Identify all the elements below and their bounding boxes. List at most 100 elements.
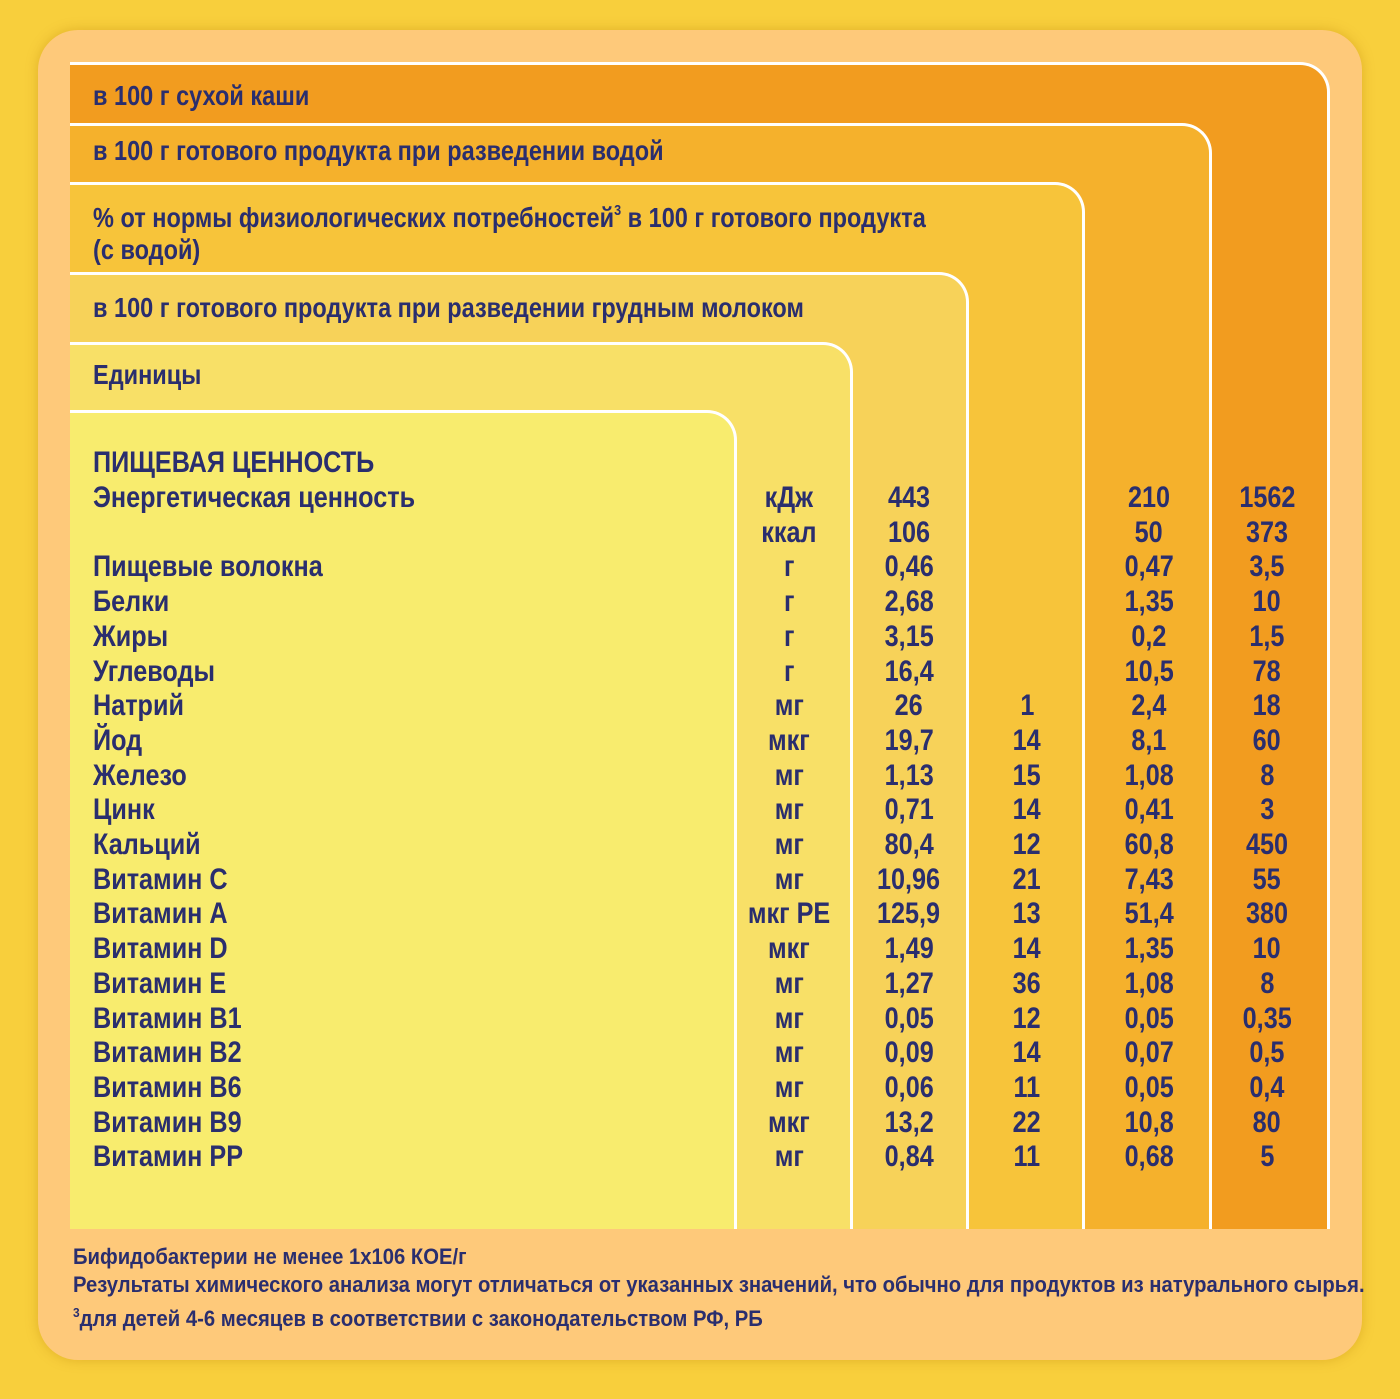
- value-milk: 10,96: [829, 863, 989, 897]
- value-dry: 0,4: [1187, 1071, 1347, 1105]
- value-dry: 78: [1187, 655, 1347, 689]
- value-water-text: 0,05: [1124, 1001, 1174, 1035]
- value-water-text: 0,05: [1124, 1070, 1174, 1104]
- nutrient-name: Белки: [93, 585, 184, 619]
- nutrient-name-text: Кальций: [93, 828, 201, 861]
- value-norm-text: 14: [1012, 932, 1042, 966]
- value-water: 10,5: [1069, 655, 1229, 689]
- value-dry: 450: [1187, 828, 1347, 862]
- value-water-text: 210: [1127, 481, 1171, 514]
- unit-cell-text: мг: [774, 1070, 804, 1104]
- value-dry-text: 450: [1245, 828, 1289, 861]
- nutrient-name: Витамин D: [93, 932, 253, 966]
- unit-cell: г: [709, 620, 869, 654]
- unit-cell: мг: [709, 863, 869, 897]
- value-norm: 22: [947, 1106, 1107, 1140]
- value-dry-text: 55: [1252, 862, 1282, 896]
- nutrient-name: Йод: [93, 724, 152, 758]
- value-water-text: 7,43: [1124, 862, 1174, 896]
- value-norm-text: 21: [1012, 862, 1042, 896]
- value-dry-text: 8: [1259, 758, 1275, 792]
- value-milk: 19,7: [829, 724, 989, 758]
- value-norm-text: 12: [1012, 1001, 1042, 1035]
- footer-footnote-text: для детей 4-6 месяцев в соответствии с з…: [79, 1306, 763, 1331]
- value-norm-text: 12: [1012, 828, 1042, 861]
- value-dry-text: 18: [1252, 689, 1282, 723]
- nutrient-name-text: Пищевые волокна: [93, 550, 323, 584]
- value-milk-text: 0,05: [884, 1001, 934, 1035]
- value-water: 1,08: [1069, 759, 1229, 793]
- nutrient-name: Натрий: [93, 689, 201, 723]
- unit-cell: г: [709, 550, 869, 584]
- nutrient-name: Углеводы: [93, 655, 238, 689]
- unit-cell-text: мг: [774, 862, 804, 896]
- unit-cell: ккал: [709, 516, 869, 550]
- unit-cell-text: мг: [774, 758, 804, 792]
- value-milk-text: 125,9: [877, 897, 941, 931]
- nutrient-name: Витамин PP: [93, 1140, 272, 1174]
- nutrient-name-text: Витамин C: [93, 862, 228, 896]
- value-norm-text: 11: [1013, 1140, 1041, 1174]
- value-milk: 0,46: [829, 550, 989, 584]
- unit-cell-text: мг: [774, 1140, 804, 1174]
- nutrient-name: Железо: [93, 759, 205, 793]
- unit-cell-text: г: [783, 654, 795, 688]
- value-dry: 0,5: [1187, 1036, 1347, 1070]
- nutrient-name-text: Белки: [93, 585, 170, 619]
- value-water: 1,35: [1069, 585, 1229, 619]
- nutrient-name-text: Цинк: [93, 793, 155, 827]
- value-dry: 373: [1187, 516, 1347, 550]
- value-water-text: 0,47: [1124, 550, 1174, 584]
- nutrient-name-text: Витамин B9: [93, 1105, 242, 1139]
- value-norm: 21: [947, 863, 1107, 897]
- nutrient-name-text: Углеводы: [93, 654, 216, 688]
- value-water-text: 60,8: [1124, 828, 1174, 861]
- value-milk: 0,05: [829, 1002, 989, 1036]
- unit-cell: мкг: [709, 932, 869, 966]
- value-milk-text: 0,06: [884, 1070, 934, 1104]
- unit-cell-text: мкг: [768, 723, 810, 757]
- value-norm: 15: [947, 759, 1107, 793]
- unit-cell: мг: [709, 828, 869, 862]
- footnote-mark: 3: [614, 202, 622, 219]
- value-milk: 0,09: [829, 1036, 989, 1070]
- value-water: 8,1: [1069, 724, 1229, 758]
- unit-cell: г: [709, 585, 869, 619]
- value-norm-text: 14: [1012, 793, 1042, 827]
- nutrient-name: Жиры: [93, 620, 183, 654]
- unit-cell: мг: [709, 759, 869, 793]
- nutrient-name-text: Натрий: [93, 689, 184, 723]
- table-row: Кальций мг 80,4 12 60,8 450: [0, 828, 1400, 862]
- value-norm: 12: [947, 828, 1107, 862]
- value-water: 1,35: [1069, 932, 1229, 966]
- value-milk: 3,15: [829, 620, 989, 654]
- nutrient-name: Витамин B1: [93, 1002, 270, 1036]
- value-dry: 8: [1187, 967, 1347, 1001]
- unit-cell: кДж: [709, 481, 869, 515]
- unit-cell-text: мг: [774, 1036, 804, 1070]
- value-water-text: 10,8: [1124, 1105, 1174, 1139]
- value-milk-text: 443: [887, 481, 931, 514]
- value-water-text: 10,5: [1124, 654, 1174, 688]
- value-norm: 11: [947, 1071, 1107, 1105]
- value-dry-text: 0,5: [1249, 1036, 1285, 1070]
- table-row: ккал 106 50 373: [0, 516, 1400, 550]
- nutrient-name: Витамин C: [93, 863, 253, 897]
- table-row: Витамин B6 мг 0,06 11 0,05 0,4: [0, 1071, 1400, 1105]
- value-water: 0,2: [1069, 620, 1229, 654]
- unit-cell-text: мкг: [768, 1105, 810, 1139]
- unit-cell-text: ккал: [761, 515, 817, 549]
- value-water-text: 1,08: [1124, 758, 1174, 792]
- nutrient-name-text: Витамин D: [93, 932, 228, 966]
- value-water: 10,8: [1069, 1106, 1229, 1140]
- value-dry: 8: [1187, 759, 1347, 793]
- value-norm: 1: [947, 689, 1107, 723]
- value-dry-text: 3,5: [1249, 550, 1285, 584]
- value-milk: 13,2: [829, 1106, 989, 1140]
- value-water-text: 2,4: [1131, 689, 1167, 723]
- table-row: Витамин E мг 1,27 36 1,08 8: [0, 967, 1400, 1001]
- table-row: Витамин B9 мкг 13,2 22 10,8 80: [0, 1106, 1400, 1140]
- value-milk: 125,9: [829, 897, 989, 931]
- table-row: Витамин C мг 10,96 21 7,43 55: [0, 863, 1400, 897]
- panel-names: [70, 410, 737, 1229]
